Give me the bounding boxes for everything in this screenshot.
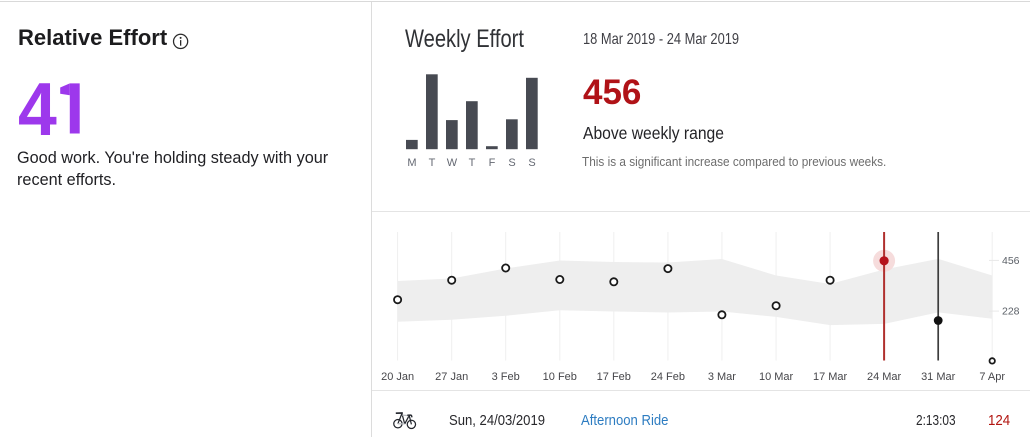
svg-text:3 Feb: 3 Feb — [492, 371, 520, 383]
svg-text:10 Feb: 10 Feb — [543, 371, 577, 383]
svg-text:20 Jan: 20 Jan — [381, 371, 414, 383]
svg-text:F: F — [489, 157, 496, 169]
svg-text:228: 228 — [1002, 306, 1020, 318]
svg-text:10 Mar: 10 Mar — [759, 371, 794, 383]
svg-text:17 Feb: 17 Feb — [597, 371, 631, 383]
svg-text:17 Mar: 17 Mar — [813, 371, 848, 383]
svg-text:T: T — [469, 157, 476, 169]
svg-text:S: S — [528, 157, 535, 169]
svg-text:456: 456 — [1002, 255, 1020, 267]
svg-text:24 Mar: 24 Mar — [867, 371, 902, 383]
svg-text:27 Jan: 27 Jan — [435, 371, 468, 383]
svg-text:31 Mar: 31 Mar — [921, 371, 956, 383]
svg-text:M: M — [407, 157, 416, 169]
svg-text:S: S — [508, 157, 515, 169]
svg-text:24 Feb: 24 Feb — [651, 371, 685, 383]
svg-text:W: W — [447, 157, 458, 169]
svg-text:3 Mar: 3 Mar — [708, 371, 736, 383]
svg-text:T: T — [429, 157, 436, 169]
svg-text:7 Apr: 7 Apr — [979, 371, 1005, 383]
